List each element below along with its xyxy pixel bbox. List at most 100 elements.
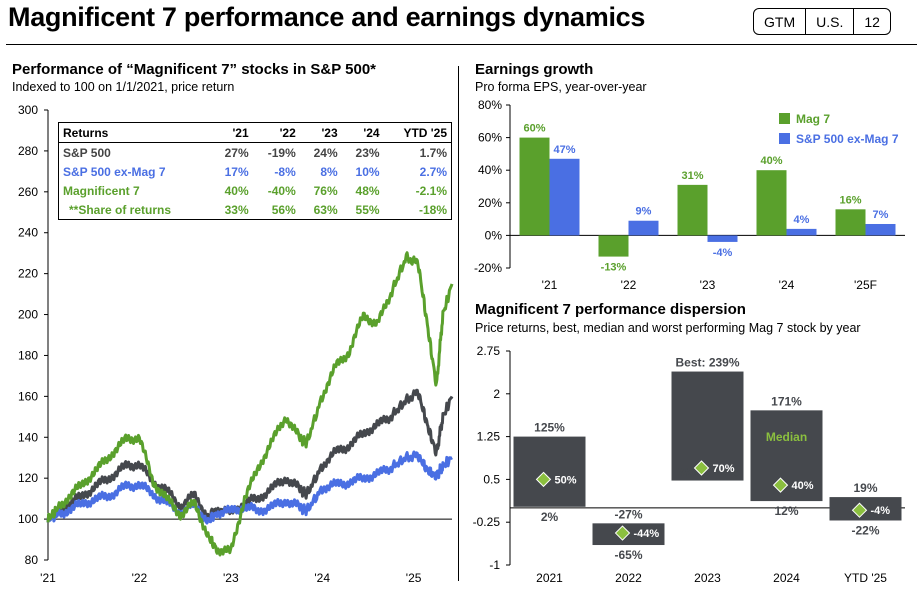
y-tick-label: 120 [18, 471, 38, 485]
returns-cell: 33% [224, 202, 249, 217]
y-tick-label: 100 [18, 512, 38, 526]
badge-region: U.S. [805, 9, 853, 34]
bar-value-label: -13% [601, 262, 627, 274]
bar-ex-mag7 [628, 220, 659, 236]
returns-row-sp500: S&P 500 27% -19% 24% 23% 1.7% [59, 143, 451, 163]
dispersion-subtitle: Price returns, best, median and worst pe… [475, 321, 861, 335]
returns-cell: 56% [271, 202, 296, 217]
returns-cell: 10% [355, 164, 380, 179]
y-tick-label: 140 [18, 430, 38, 444]
median-label: -4% [871, 505, 891, 517]
y-tick-label: 260 [18, 185, 38, 199]
median-legend-label: Median [766, 430, 807, 444]
x-tick-label: 2023 [694, 571, 721, 585]
legend-label: S&P 500 ex-Mag 7 [796, 132, 899, 146]
median-diamond [614, 525, 631, 541]
y-tick-label: 80 [25, 553, 39, 567]
median-label: 40% [792, 480, 814, 492]
panel-divider [458, 66, 459, 581]
returns-cell: 48% [355, 183, 380, 198]
returns-cell: 23% [355, 145, 380, 160]
legend-label: Mag 7 [796, 112, 830, 126]
returns-table-header: Returns '21 '22 '23 '24 YTD '25 [59, 123, 451, 143]
returns-cell: -40% [267, 183, 296, 198]
y-tick-label: 220 [18, 267, 38, 281]
y-tick-label: 0.5 [483, 472, 500, 486]
badge-gtm: GTM [764, 13, 796, 30]
bar-value-label: 7% [873, 209, 889, 221]
worst-label: 12% [774, 504, 798, 518]
y-tick-label: 280 [18, 144, 38, 158]
x-tick-label: '25 [406, 571, 422, 585]
returns-cell: 2.7% [419, 164, 447, 179]
returns-cell: 63% [313, 202, 338, 217]
y-tick-label: -0.25 [473, 515, 501, 529]
worst-label: -65% [614, 548, 642, 562]
page-title: Magnificent 7 performance and earnings d… [8, 2, 646, 32]
median-label: -44% [634, 528, 660, 540]
bar-value-label: 16% [839, 194, 861, 206]
y-tick-label: 160 [18, 389, 38, 403]
dispersion-title: Magnificent 7 performance dispersion [475, 301, 746, 318]
median-label: 70% [713, 463, 735, 475]
returns-header-cell: '23 [299, 123, 342, 143]
returns-row-share: **Share of returns 33% 56% 63% 55% -18% [59, 200, 451, 219]
series-line-magnificent-7 [46, 251, 454, 557]
earnings-subtitle: Pro forma EPS, year-over-year [475, 80, 647, 94]
y-tick-label: 240 [18, 226, 38, 240]
x-tick-label: '21 [542, 278, 558, 292]
bar-mag7 [519, 137, 550, 236]
y-tick-label: 40% [478, 163, 502, 177]
returns-row-label: **Share of returns [69, 202, 172, 217]
x-tick-label: 2022 [615, 571, 642, 585]
bar-value-label: 4% [794, 214, 810, 226]
earnings-title: Earnings growth [475, 61, 594, 78]
y-tick-label: -20% [474, 261, 502, 275]
bar-value-label: -4% [713, 247, 733, 259]
returns-row-ex-mag7: S&P 500 ex-Mag 7 17% -8% 8% 10% 2.7% [59, 162, 451, 181]
x-tick-label: '21 [40, 571, 56, 585]
bar-ex-mag7 [865, 223, 896, 236]
series-line-s-p-500-ex-mag-7 [46, 450, 453, 525]
range-bar [513, 436, 586, 507]
x-tick-label: '23 [223, 571, 239, 585]
legend-swatch [779, 113, 790, 124]
median-diamond [693, 460, 710, 476]
y-tick-label: 200 [18, 308, 38, 322]
bar-ex-mag7 [707, 235, 738, 242]
y-tick-label: 60% [478, 131, 502, 145]
bar-value-label: 60% [523, 123, 545, 135]
bar-value-label: 31% [681, 170, 703, 182]
x-tick-label: '24 [314, 571, 330, 585]
bar-value-label: 47% [553, 144, 575, 156]
returns-cell: -18% [418, 202, 447, 217]
best-label: 125% [534, 421, 565, 435]
y-tick-label: 2 [493, 387, 500, 401]
x-tick-label: 2021 [536, 571, 563, 585]
returns-cell: 40% [224, 183, 249, 198]
bar-mag7 [835, 209, 866, 236]
page-badges: GTM U.S. 12 [753, 8, 891, 35]
returns-header-cell: '24 [341, 123, 384, 143]
returns-header-cell: '21 [210, 123, 253, 143]
x-tick-label: '22 [621, 278, 637, 292]
returns-row-label: S&P 500 [63, 145, 111, 160]
median-label: 50% [555, 474, 577, 486]
returns-cell: 27% [224, 145, 249, 160]
returns-cell: 17% [224, 164, 249, 179]
best-label: 171% [771, 394, 802, 408]
returns-cell: 76% [313, 183, 338, 198]
worst-label: 2% [541, 510, 559, 524]
returns-row-label: S&P 500 ex-Mag 7 [63, 164, 166, 179]
legend-swatch [779, 133, 790, 144]
y-tick-label: 0% [485, 228, 503, 242]
y-tick-label: 1.25 [477, 430, 501, 444]
returns-cell: -2.1% [415, 183, 447, 198]
worst-label: -22% [851, 523, 879, 537]
returns-header-label: Returns [59, 123, 211, 143]
best-label: -27% [614, 507, 642, 521]
x-tick-label: YTD '25 [844, 571, 887, 585]
